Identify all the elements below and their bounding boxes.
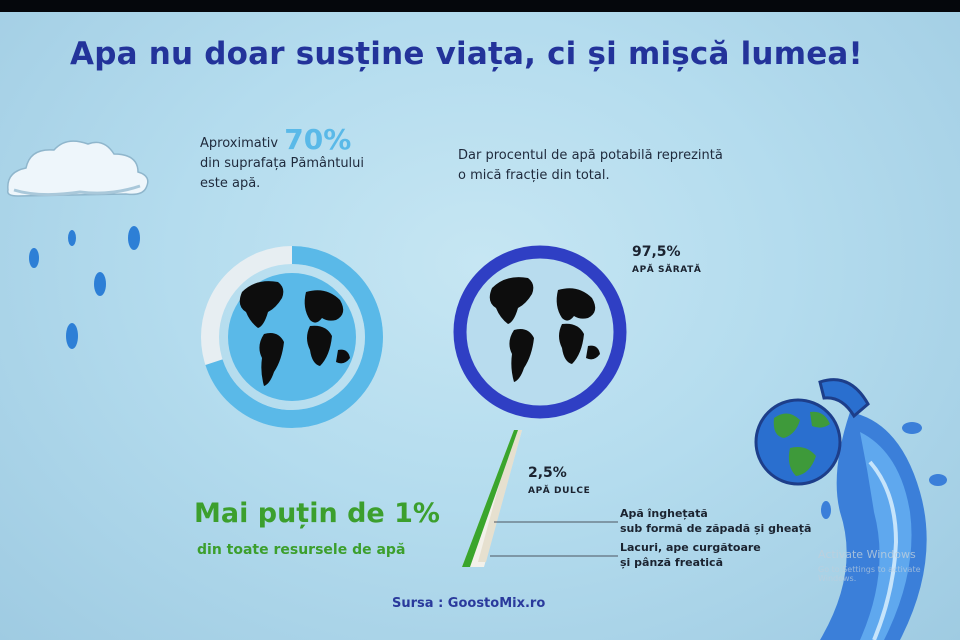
- less-than-1-percent-subline: din toate resursele de apă: [197, 542, 406, 558]
- left-intro-percent: 70%: [284, 123, 352, 156]
- rain-drop: [66, 323, 78, 349]
- salt-vs-fresh-ring: [453, 245, 627, 567]
- rain-drop: [94, 272, 106, 296]
- activate-windows-hint: Go to Settings to activate Windows.: [818, 565, 921, 583]
- activate-windows-watermark: Activate Windows: [818, 548, 916, 561]
- less-than-1-percent-headline: Mai puțin de 1%: [194, 498, 440, 529]
- infographic-slide: Apa nu doar susține viața, ci și mișcă l…: [0, 12, 960, 640]
- fresh-ice-segment: [478, 430, 522, 562]
- rain-drop: [68, 230, 76, 246]
- globe-continents-icon: [489, 277, 600, 382]
- right-intro-text: Dar procentul de apă potabilă reprezintă…: [458, 146, 778, 186]
- right-intro-line2: o mică fracție din total.: [458, 168, 610, 183]
- rain-drop: [128, 226, 140, 250]
- right-intro-line1: Dar procentul de apă potabilă reprezintă: [458, 148, 723, 163]
- ice-note: Apă înghețată sub formă de zăpadă și ghe…: [620, 506, 811, 536]
- globe-continents-icon: [239, 281, 350, 386]
- ring-salt-water: [453, 245, 627, 419]
- slide-title: Apa nu doar susține viața, ci și mișcă l…: [70, 36, 863, 72]
- fresh-water-percent: 2,5%: [528, 465, 567, 481]
- earth-jug-pouring-water-icon: [754, 378, 947, 640]
- fresh-liquid-segment: [462, 430, 518, 567]
- liquid-note: Lacuri, ape curgătoare și pânză freatică: [620, 540, 761, 570]
- salt-water-caption: APĂ SĂRATĂ: [632, 265, 702, 275]
- earth-water-ring: [201, 246, 383, 428]
- ice-note-line1: Apă înghețată: [620, 507, 708, 520]
- rain-cloud-icon: [6, 140, 149, 349]
- left-intro-line3: este apă.: [200, 176, 261, 191]
- salt-water-percent: 97,5%: [632, 244, 681, 260]
- rain-drop: [29, 248, 39, 268]
- liquid-note-line1: Lacuri, ape curgătoare: [620, 541, 761, 554]
- fresh-water-caption: APĂ DULCE: [528, 486, 591, 496]
- left-intro-text: Aproximativ 70% din suprafața Pământului…: [200, 126, 365, 194]
- liquid-note-line2: și pânză freatică: [620, 556, 723, 569]
- ice-note-line2: sub formă de zăpadă și gheață: [620, 522, 812, 535]
- top-dark-border: [0, 0, 960, 14]
- ring-water-arc: [201, 246, 383, 428]
- left-intro-line2: din suprafața Pământului: [200, 156, 365, 171]
- left-intro-prefix: Aproximativ: [200, 136, 279, 151]
- callout-lines: [490, 521, 618, 557]
- source-credit: Sursa : GoostoMix.ro: [392, 596, 546, 611]
